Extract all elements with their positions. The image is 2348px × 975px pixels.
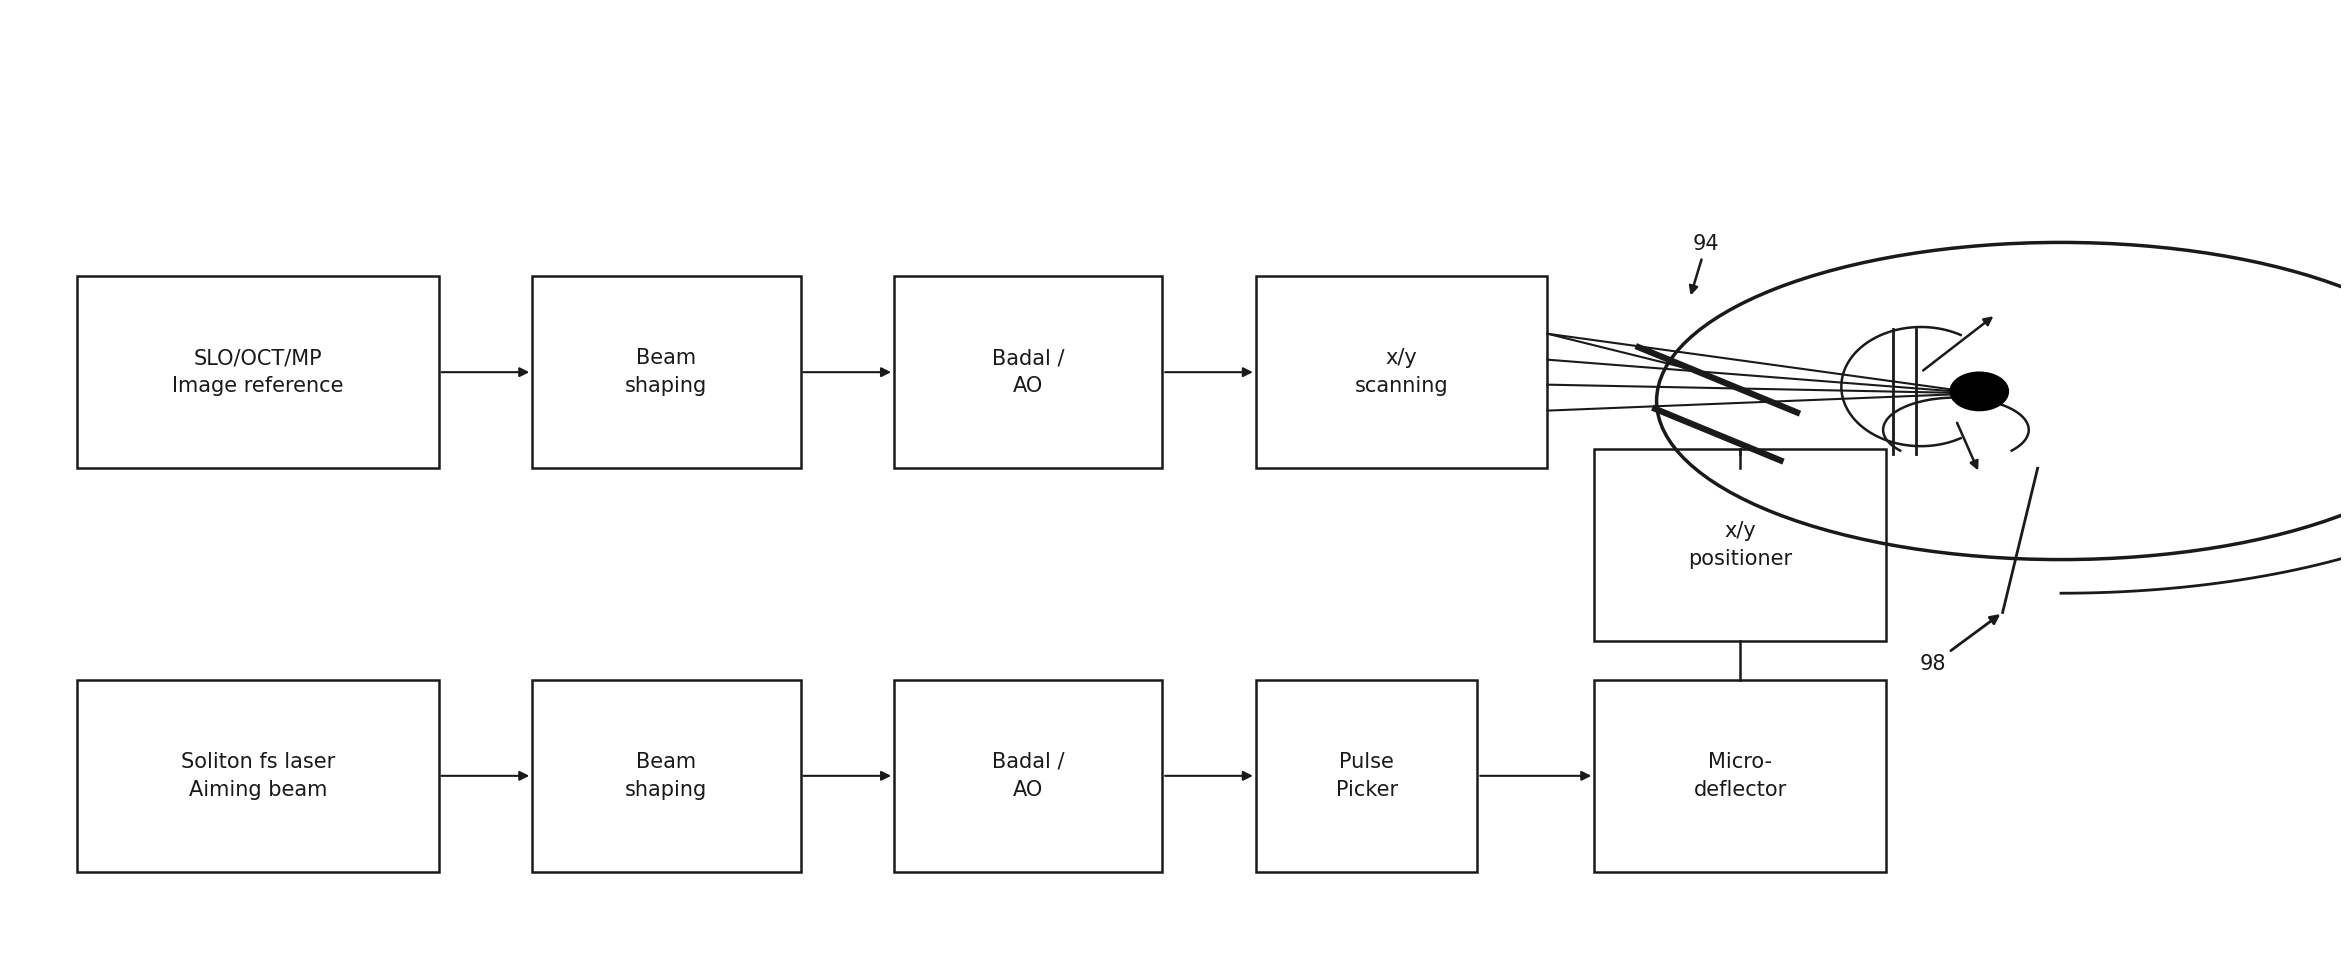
Text: Micro-
deflector: Micro- deflector [1693, 752, 1787, 800]
FancyBboxPatch shape [1594, 680, 1885, 872]
Text: Badal /
AO: Badal / AO [991, 348, 1064, 396]
Text: x/y
positioner: x/y positioner [1688, 522, 1792, 569]
Text: Soliton fs laser
Aiming beam: Soliton fs laser Aiming beam [181, 752, 336, 800]
Text: 98: 98 [1918, 616, 1998, 674]
Ellipse shape [1951, 372, 2008, 410]
Text: Pulse
Picker: Pulse Picker [1336, 752, 1397, 800]
Text: Beam
shaping: Beam shaping [625, 752, 707, 800]
Text: SLO/OCT/MP
Image reference: SLO/OCT/MP Image reference [171, 348, 343, 396]
Text: x/y
scanning: x/y scanning [1355, 348, 1449, 396]
FancyBboxPatch shape [77, 276, 439, 468]
FancyBboxPatch shape [77, 680, 439, 872]
FancyBboxPatch shape [533, 680, 801, 872]
FancyBboxPatch shape [895, 276, 1162, 468]
FancyBboxPatch shape [1256, 276, 1547, 468]
Text: Beam
shaping: Beam shaping [625, 348, 707, 396]
Text: 94: 94 [1691, 234, 1719, 292]
FancyBboxPatch shape [533, 276, 801, 468]
FancyBboxPatch shape [1256, 680, 1477, 872]
FancyBboxPatch shape [1594, 449, 1885, 642]
Text: Badal /
AO: Badal / AO [991, 752, 1064, 800]
FancyBboxPatch shape [895, 680, 1162, 872]
